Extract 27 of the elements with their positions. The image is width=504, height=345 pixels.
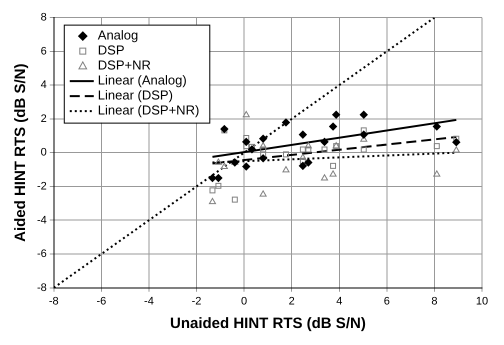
x-axis-title: Unaided HINT RTS (dB S/N) — [170, 315, 366, 332]
legend-label: DSP+NR — [98, 58, 151, 73]
y-tick-label: 2 — [40, 112, 47, 125]
y-tick-label: 8 — [40, 12, 47, 24]
y-tick-label: 4 — [40, 79, 47, 92]
y-tick-label: -4 — [37, 214, 47, 226]
y-axis-title: Aided HINT RTS (dB S/N) — [12, 64, 30, 242]
y-tick-label: 6 — [40, 45, 47, 58]
x-tick-label: 10 — [476, 295, 488, 308]
y-tick-label: -8 — [37, 282, 47, 294]
legend-label: Linear (DSP) — [98, 88, 173, 103]
y-tick-label: -6 — [37, 248, 47, 260]
legend-label: DSP — [98, 42, 125, 58]
legend-label: Linear (Analog) — [98, 72, 187, 88]
x-tick-label: 0 — [241, 295, 248, 308]
legend-label: Linear (DSP+NR) — [98, 102, 200, 118]
x-tick-label: 6 — [384, 295, 390, 308]
x-tick-label: 8 — [431, 295, 438, 308]
x-tick-label: -2 — [192, 295, 202, 308]
x-tick-label: -4 — [144, 295, 154, 308]
x-tick-label: 2 — [288, 295, 295, 308]
x-tick-label: -8 — [48, 295, 59, 308]
x-tick-label: -6 — [96, 295, 106, 308]
y-tick-label: -2 — [37, 180, 47, 193]
x-tick-label: 4 — [336, 295, 342, 308]
y-tick-label: 0 — [40, 146, 47, 159]
legend-label: Analog — [98, 28, 138, 43]
